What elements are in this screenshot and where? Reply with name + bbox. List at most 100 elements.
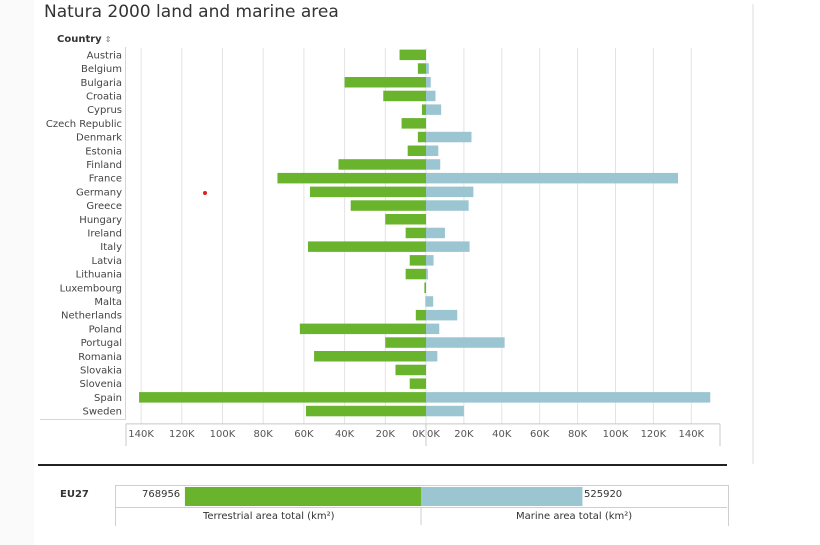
x-tick-label-right: 120K [641, 429, 667, 440]
terrestrial-bar [305, 405, 426, 417]
country-label: Bulgaria [81, 78, 122, 89]
marine-bar [426, 186, 474, 198]
country-header-label: Country [57, 34, 102, 45]
terrestrial-bar [307, 241, 426, 252]
marine-bar [426, 63, 429, 74]
terrestrial-bar [139, 392, 426, 403]
country-label: Slovakia [80, 365, 122, 376]
country-label: Malta [94, 297, 122, 308]
x-tick-label-right: 140K [678, 429, 704, 440]
x-tick-label-right: 40K [492, 429, 512, 440]
terrestrial-bar [407, 145, 426, 156]
marine-bar [426, 104, 442, 115]
x-tick-label-left: 140K [128, 429, 154, 440]
country-label: Poland [89, 324, 122, 335]
country-label: Hungary [79, 215, 122, 226]
marine-bar [426, 296, 434, 307]
eu27-summary-box [115, 485, 729, 526]
terrestrial-bar [424, 282, 426, 293]
terrestrial-bar [421, 104, 426, 115]
country-label: Ireland [87, 228, 122, 239]
marine-bar [426, 309, 458, 321]
country-column-header[interactable]: Country ⇕ [57, 34, 111, 45]
x-tick-label-left: 20K [376, 429, 396, 440]
terrestrial-bar [385, 337, 426, 348]
marine-bar [426, 90, 436, 102]
x-tick-label-left: 0K [412, 429, 425, 440]
country-label: Germany [76, 187, 122, 198]
terrestrial-bar [338, 159, 426, 170]
country-label: Spain [94, 393, 122, 404]
marine-bar [426, 227, 445, 239]
terrestrial-bar [409, 378, 426, 389]
terrestrial-bar [310, 186, 426, 198]
left-margin [0, 0, 34, 545]
country-label: Sweden [82, 407, 122, 418]
terrestrial-bar [401, 118, 426, 129]
terrestrial-bar [417, 131, 426, 143]
marine-bar [426, 351, 438, 362]
eu27-terrestrial-bar [184, 487, 421, 506]
terrestrial-bar [385, 214, 426, 225]
marine-bar [426, 241, 470, 252]
x-tick-label-left: 60K [294, 429, 314, 440]
marine-bar [426, 405, 464, 417]
marine-bar [426, 337, 505, 348]
marine-bar [426, 268, 428, 280]
country-label: Slovenia [79, 379, 122, 390]
marine-bar [426, 200, 469, 211]
summary-divider [38, 464, 727, 466]
country-label: Estonia [85, 146, 122, 157]
country-label: Luxembourg [60, 283, 122, 294]
x-tick-label-left: 100K [210, 429, 236, 440]
eu27-terrestrial-value: 768956 [142, 489, 181, 500]
country-label: Czech Republic [46, 119, 122, 130]
marine-bar [426, 131, 472, 143]
country-label: Finland [86, 160, 122, 171]
eu27-marine-bar [421, 487, 583, 506]
marine-bar [426, 255, 434, 266]
cursor-marker [203, 191, 207, 195]
chart-title: Natura 2000 land and marine area [44, 2, 339, 22]
eu27-marine-value: 525920 [584, 489, 623, 500]
terrestrial-bar [405, 227, 426, 239]
country-label: Cyprus [87, 105, 122, 116]
country-label: France [89, 174, 122, 185]
terrestrial-bar [314, 351, 426, 362]
eu27-marine-caption: Marine area total (km²) [516, 511, 633, 522]
x-tick-label-right: 80K [568, 429, 588, 440]
marine-bar [426, 172, 679, 184]
marine-bar [426, 145, 439, 156]
marine-bar [426, 77, 431, 88]
x-tick-label-right: 100K [603, 429, 629, 440]
country-label: Romania [78, 352, 122, 363]
terrestrial-bar [409, 255, 426, 266]
terrestrial-bar [415, 309, 426, 321]
marine-bar [426, 159, 441, 170]
country-label: Croatia [86, 91, 122, 102]
x-tick-label-right: 20K [454, 429, 474, 440]
sort-icon[interactable]: ⇕ [104, 35, 112, 44]
country-label-panel [40, 47, 126, 420]
country-label: Lithuania [76, 270, 122, 281]
terrestrial-bar [350, 200, 426, 211]
country-label: Denmark [76, 133, 122, 144]
country-label: Belgium [81, 64, 122, 75]
country-label: Italy [100, 242, 122, 253]
country-label: Netherlands [61, 311, 122, 322]
terrestrial-bar [399, 49, 426, 61]
x-tick-label-left: 80K [254, 429, 274, 440]
scrollbar[interactable] [752, 4, 754, 464]
country-label: Austria [87, 50, 122, 61]
terrestrial-bar [405, 268, 426, 280]
terrestrial-bar [344, 77, 426, 88]
terrestrial-bar [395, 364, 426, 376]
x-tick-label-left: 40K [335, 429, 355, 440]
terrestrial-bar [383, 90, 426, 102]
terrestrial-bar [299, 323, 426, 335]
country-label: Latvia [92, 256, 122, 267]
country-label: Greece [86, 201, 122, 212]
marine-bar [426, 392, 711, 403]
marine-bar [426, 323, 440, 335]
